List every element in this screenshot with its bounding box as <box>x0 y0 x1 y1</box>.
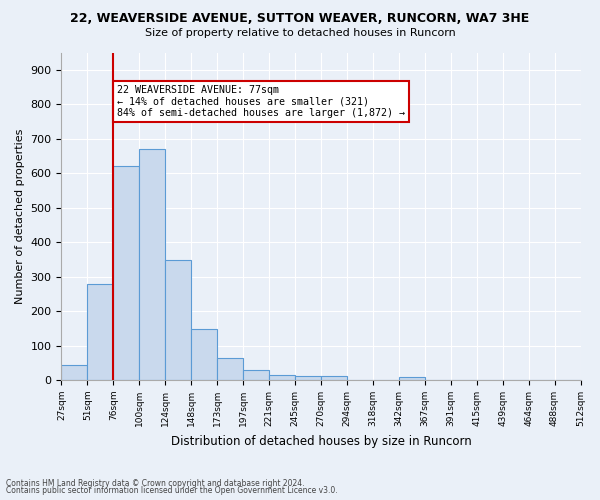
Text: 22, WEAVERSIDE AVENUE, SUTTON WEAVER, RUNCORN, WA7 3HE: 22, WEAVERSIDE AVENUE, SUTTON WEAVER, RU… <box>70 12 530 26</box>
Bar <box>61 365 88 380</box>
Text: Size of property relative to detached houses in Runcorn: Size of property relative to detached ho… <box>145 28 455 38</box>
Bar <box>191 329 217 380</box>
X-axis label: Distribution of detached houses by size in Runcorn: Distribution of detached houses by size … <box>170 434 472 448</box>
Bar <box>165 260 191 380</box>
Bar <box>113 166 139 380</box>
Text: Contains HM Land Registry data © Crown copyright and database right 2024.: Contains HM Land Registry data © Crown c… <box>6 478 305 488</box>
Bar <box>295 376 321 380</box>
Bar <box>217 358 243 380</box>
Bar <box>399 377 425 380</box>
Bar <box>321 376 347 380</box>
Text: 22 WEAVERSIDE AVENUE: 77sqm
← 14% of detached houses are smaller (321)
84% of se: 22 WEAVERSIDE AVENUE: 77sqm ← 14% of det… <box>117 86 405 118</box>
Bar <box>88 284 113 380</box>
Bar <box>269 374 295 380</box>
Y-axis label: Number of detached properties: Number of detached properties <box>15 128 25 304</box>
Bar <box>139 149 165 380</box>
Bar <box>243 370 269 380</box>
Text: Contains public sector information licensed under the Open Government Licence v3: Contains public sector information licen… <box>6 486 338 495</box>
